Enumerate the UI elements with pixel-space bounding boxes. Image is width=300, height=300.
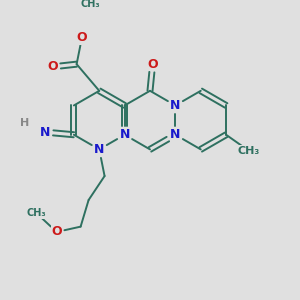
Text: O: O [76,31,87,44]
Text: O: O [147,58,158,71]
Text: H: H [20,118,29,128]
Text: N: N [170,99,181,112]
Text: N: N [39,126,50,139]
Text: N: N [119,128,130,141]
Text: O: O [51,226,62,238]
Text: CH₃: CH₃ [80,0,100,9]
Text: CH₃: CH₃ [27,208,46,218]
Text: O: O [47,60,58,73]
Text: N: N [94,143,104,156]
Text: CH₃: CH₃ [238,146,260,156]
Text: N: N [170,128,181,141]
